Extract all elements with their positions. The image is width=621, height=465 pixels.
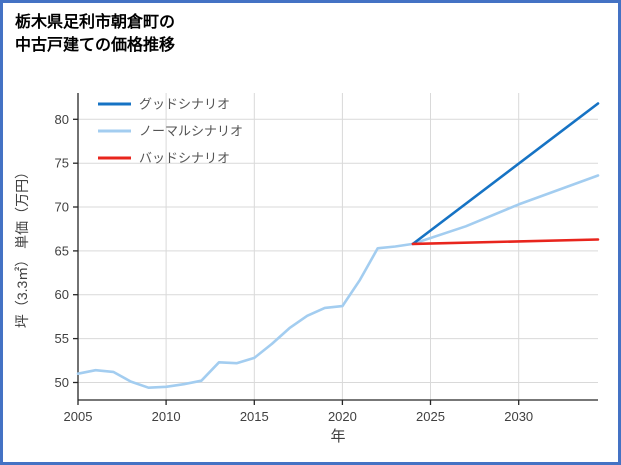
y-tick-label: 70 xyxy=(55,200,69,215)
x-tick-label: 2030 xyxy=(504,409,533,424)
legend-label-normal: ノーマルシナリオ xyxy=(139,124,243,139)
x-tick-label: 2015 xyxy=(240,409,269,424)
series-history xyxy=(76,242,415,389)
y-tick-label: 75 xyxy=(55,156,69,171)
legend-label-good: グッドシナリオ xyxy=(139,97,230,112)
legend-label-bad: バッドシナリオ xyxy=(139,151,230,166)
y-axis-title: 坪（3.3㎡） 単価（万円） xyxy=(14,165,30,328)
series-good xyxy=(411,102,600,246)
series-bad xyxy=(411,238,600,246)
page-title-line1: 栃木県足利市朝倉町の xyxy=(15,14,176,31)
page-title: 栃木県足利市朝倉町の 中古戸建ての価格推移 xyxy=(15,11,175,57)
x-tick-label: 2005 xyxy=(64,409,93,424)
y-tick-label: 50 xyxy=(55,375,69,390)
y-tick-label: 65 xyxy=(55,243,69,258)
x-tick-label: 2010 xyxy=(152,409,181,424)
page-title-line2: 中古戸建ての価格推移 xyxy=(15,37,176,55)
x-tick-label: 2025 xyxy=(416,409,445,424)
y-tick-label: 60 xyxy=(55,287,69,302)
price-trend-chart: 2005 2010 2015 2020 2025 2030 50 55 60 65 70 75 80 年 坪… xyxy=(14,93,600,445)
x-axis-title: 年 xyxy=(330,428,345,445)
y-tick-label: 80 xyxy=(55,112,69,127)
series-normal xyxy=(411,174,600,246)
y-tick-label: 55 xyxy=(55,331,69,346)
x-tick-label: 2020 xyxy=(328,409,357,424)
